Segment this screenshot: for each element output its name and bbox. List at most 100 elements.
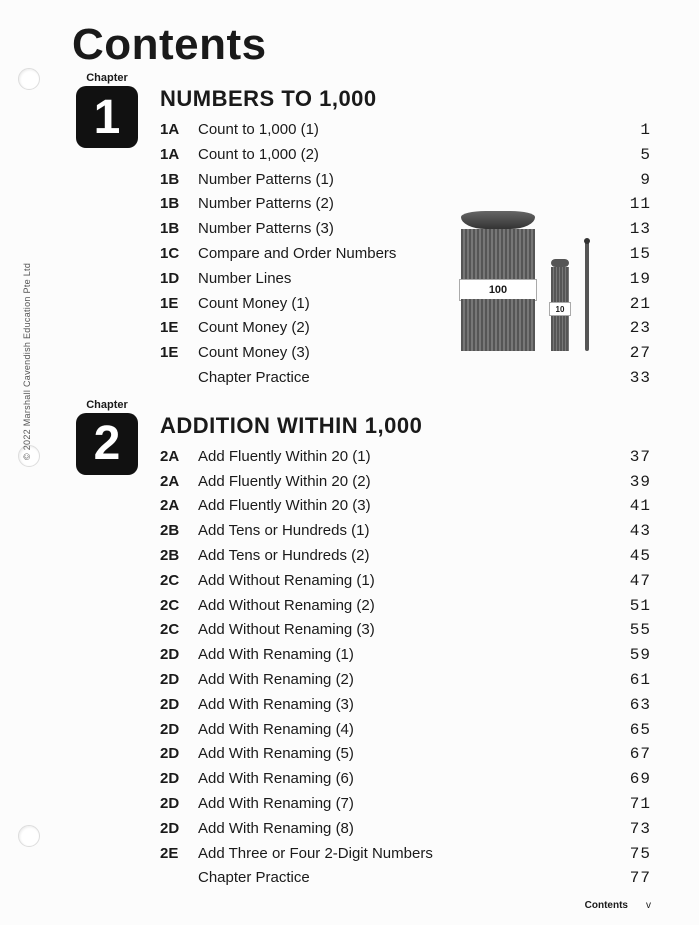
toc-row: 2BAdd Tens or Hundreds (1)43 xyxy=(160,519,651,544)
toc-section-code: 2D xyxy=(160,693,198,716)
toc-section-title: Add With Renaming (2) xyxy=(198,668,611,691)
toc-page-number: 67 xyxy=(611,742,651,767)
toc-section-title: Add Without Renaming (2) xyxy=(198,594,611,617)
toc-row: 2CAdd Without Renaming (1)47 xyxy=(160,569,651,594)
toc-page-number: 27 xyxy=(611,341,651,366)
toc-row: 2BAdd Tens or Hundreds (2)45 xyxy=(160,544,651,569)
toc-page-number: 1 xyxy=(611,118,651,143)
toc-section-title: Add Without Renaming (3) xyxy=(198,618,611,641)
toc-section-code: 1B xyxy=(160,217,198,240)
toc-section-code: 2E xyxy=(160,842,198,865)
toc-page-number: 23 xyxy=(611,316,651,341)
bundle-100-icon: 100 xyxy=(461,211,535,351)
binder-hole-icon xyxy=(18,825,40,847)
chapter-badge: Chapter1 xyxy=(72,72,142,148)
toc-section-code: 2B xyxy=(160,519,198,542)
toc-page-number: 45 xyxy=(611,544,651,569)
binder-hole-icon xyxy=(18,68,40,90)
toc-page-number: 21 xyxy=(611,292,651,317)
toc-section-code: 2A xyxy=(160,445,198,468)
toc-section-code: 1D xyxy=(160,267,198,290)
toc-page-number: 59 xyxy=(611,643,651,668)
toc-practice-title: Chapter Practice xyxy=(198,866,611,889)
toc-row: 1BNumber Patterns (1)9 xyxy=(160,168,651,193)
toc-section-title: Add With Renaming (7) xyxy=(198,792,611,815)
toc-section-title: Add Three or Four 2-Digit Numbers xyxy=(198,842,611,865)
chapter-badge: Chapter2 xyxy=(72,399,142,475)
toc-section-code: 2C xyxy=(160,569,198,592)
toc-practice-row: —Chapter Practice77 xyxy=(160,866,651,891)
toc-section-code: 2D xyxy=(160,668,198,691)
toc-section-title: Add With Renaming (8) xyxy=(198,817,611,840)
toc-section-title: Add With Renaming (6) xyxy=(198,767,611,790)
toc-row: 1ACount to 1,000 (1)1 xyxy=(160,118,651,143)
toc-section-title: Add Fluently Within 20 (3) xyxy=(198,494,611,517)
toc-row: 2DAdd With Renaming (4)65 xyxy=(160,718,651,743)
toc-page-number: 11 xyxy=(611,192,651,217)
toc-section-code: 2D xyxy=(160,742,198,765)
chapter-title: ADDITION WITHIN 1,000 xyxy=(160,413,651,439)
chapter-number: 2 xyxy=(76,413,138,475)
toc-section-title: Add With Renaming (3) xyxy=(198,693,611,716)
toc-section-code: 1B xyxy=(160,192,198,215)
toc-page-number: 63 xyxy=(611,693,651,718)
toc-section-code: 1A xyxy=(160,143,198,166)
toc-section-code: 1A xyxy=(160,118,198,141)
toc-practice-page: 33 xyxy=(611,366,651,391)
chapter-label: Chapter xyxy=(86,72,128,84)
toc-section-code: 2D xyxy=(160,792,198,815)
toc-section-code: 2D xyxy=(160,767,198,790)
toc-section-title: Add With Renaming (5) xyxy=(198,742,611,765)
toc-section-code: 1E xyxy=(160,292,198,315)
toc-page-number: 47 xyxy=(611,569,651,594)
bundle-10-icon: 10 xyxy=(551,259,569,351)
toc-section-title: Add Fluently Within 20 (1) xyxy=(198,445,611,468)
toc-page-number: 39 xyxy=(611,470,651,495)
toc-page-number: 69 xyxy=(611,767,651,792)
footer-page-number: v xyxy=(646,900,651,911)
bundle-100-label: 100 xyxy=(459,279,537,301)
toc-section-title: Count to 1,000 (2) xyxy=(198,143,611,166)
toc-row: 2DAdd With Renaming (7)71 xyxy=(160,792,651,817)
toc-section-code: 2D xyxy=(160,643,198,666)
toc-practice-page: 77 xyxy=(611,866,651,891)
toc-row: 2AAdd Fluently Within 20 (3)41 xyxy=(160,494,651,519)
toc-page-number: 43 xyxy=(611,519,651,544)
counting-sticks-illustration: 100 10 xyxy=(461,216,611,351)
toc-page-number: 51 xyxy=(611,594,651,619)
single-stick-icon xyxy=(585,241,589,351)
toc-page-number: 5 xyxy=(611,143,651,168)
toc-page-number: 61 xyxy=(611,668,651,693)
chapter-title: NUMBERS TO 1,000 xyxy=(160,86,651,112)
toc-page-number: 55 xyxy=(611,618,651,643)
toc-section-code: 2C xyxy=(160,594,198,617)
footer-section-label: Contents xyxy=(585,900,628,911)
toc-page-number: 41 xyxy=(611,494,651,519)
toc-section-code: 2C xyxy=(160,618,198,641)
toc-section-title: Number Patterns (2) xyxy=(198,192,611,215)
toc-row: 2DAdd With Renaming (8)73 xyxy=(160,817,651,842)
toc-section-code: 2A xyxy=(160,470,198,493)
page-footer: Contents v xyxy=(585,900,651,911)
toc-section-title: Add With Renaming (1) xyxy=(198,643,611,666)
toc-page-number: 73 xyxy=(611,817,651,842)
toc-row: 2AAdd Fluently Within 20 (2)39 xyxy=(160,470,651,495)
toc-page-number: 15 xyxy=(611,242,651,267)
toc-row: 2CAdd Without Renaming (2)51 xyxy=(160,594,651,619)
toc-row: 2DAdd With Renaming (2)61 xyxy=(160,668,651,693)
toc-row: 2DAdd With Renaming (1)59 xyxy=(160,643,651,668)
toc-section-code: 1B xyxy=(160,168,198,191)
toc-row: 2CAdd Without Renaming (3)55 xyxy=(160,618,651,643)
toc-section-code: 1C xyxy=(160,242,198,265)
toc-row: 1ACount to 1,000 (2)5 xyxy=(160,143,651,168)
toc-page-number: 13 xyxy=(611,217,651,242)
toc-section-code: 1E xyxy=(160,316,198,339)
toc-section-code: 2A xyxy=(160,494,198,517)
toc-section-title: Number Patterns (1) xyxy=(198,168,611,191)
toc-section-title: Count to 1,000 (1) xyxy=(198,118,611,141)
chapter-block: Chapter2ADDITION WITHIN 1,0002AAdd Fluen… xyxy=(72,399,651,891)
toc-row: 2EAdd Three or Four 2-Digit Numbers75 xyxy=(160,842,651,867)
toc-practice-row: —Chapter Practice33 xyxy=(160,366,651,391)
toc-page-number: 37 xyxy=(611,445,651,470)
toc-section-title: Add Tens or Hundreds (2) xyxy=(198,544,611,567)
